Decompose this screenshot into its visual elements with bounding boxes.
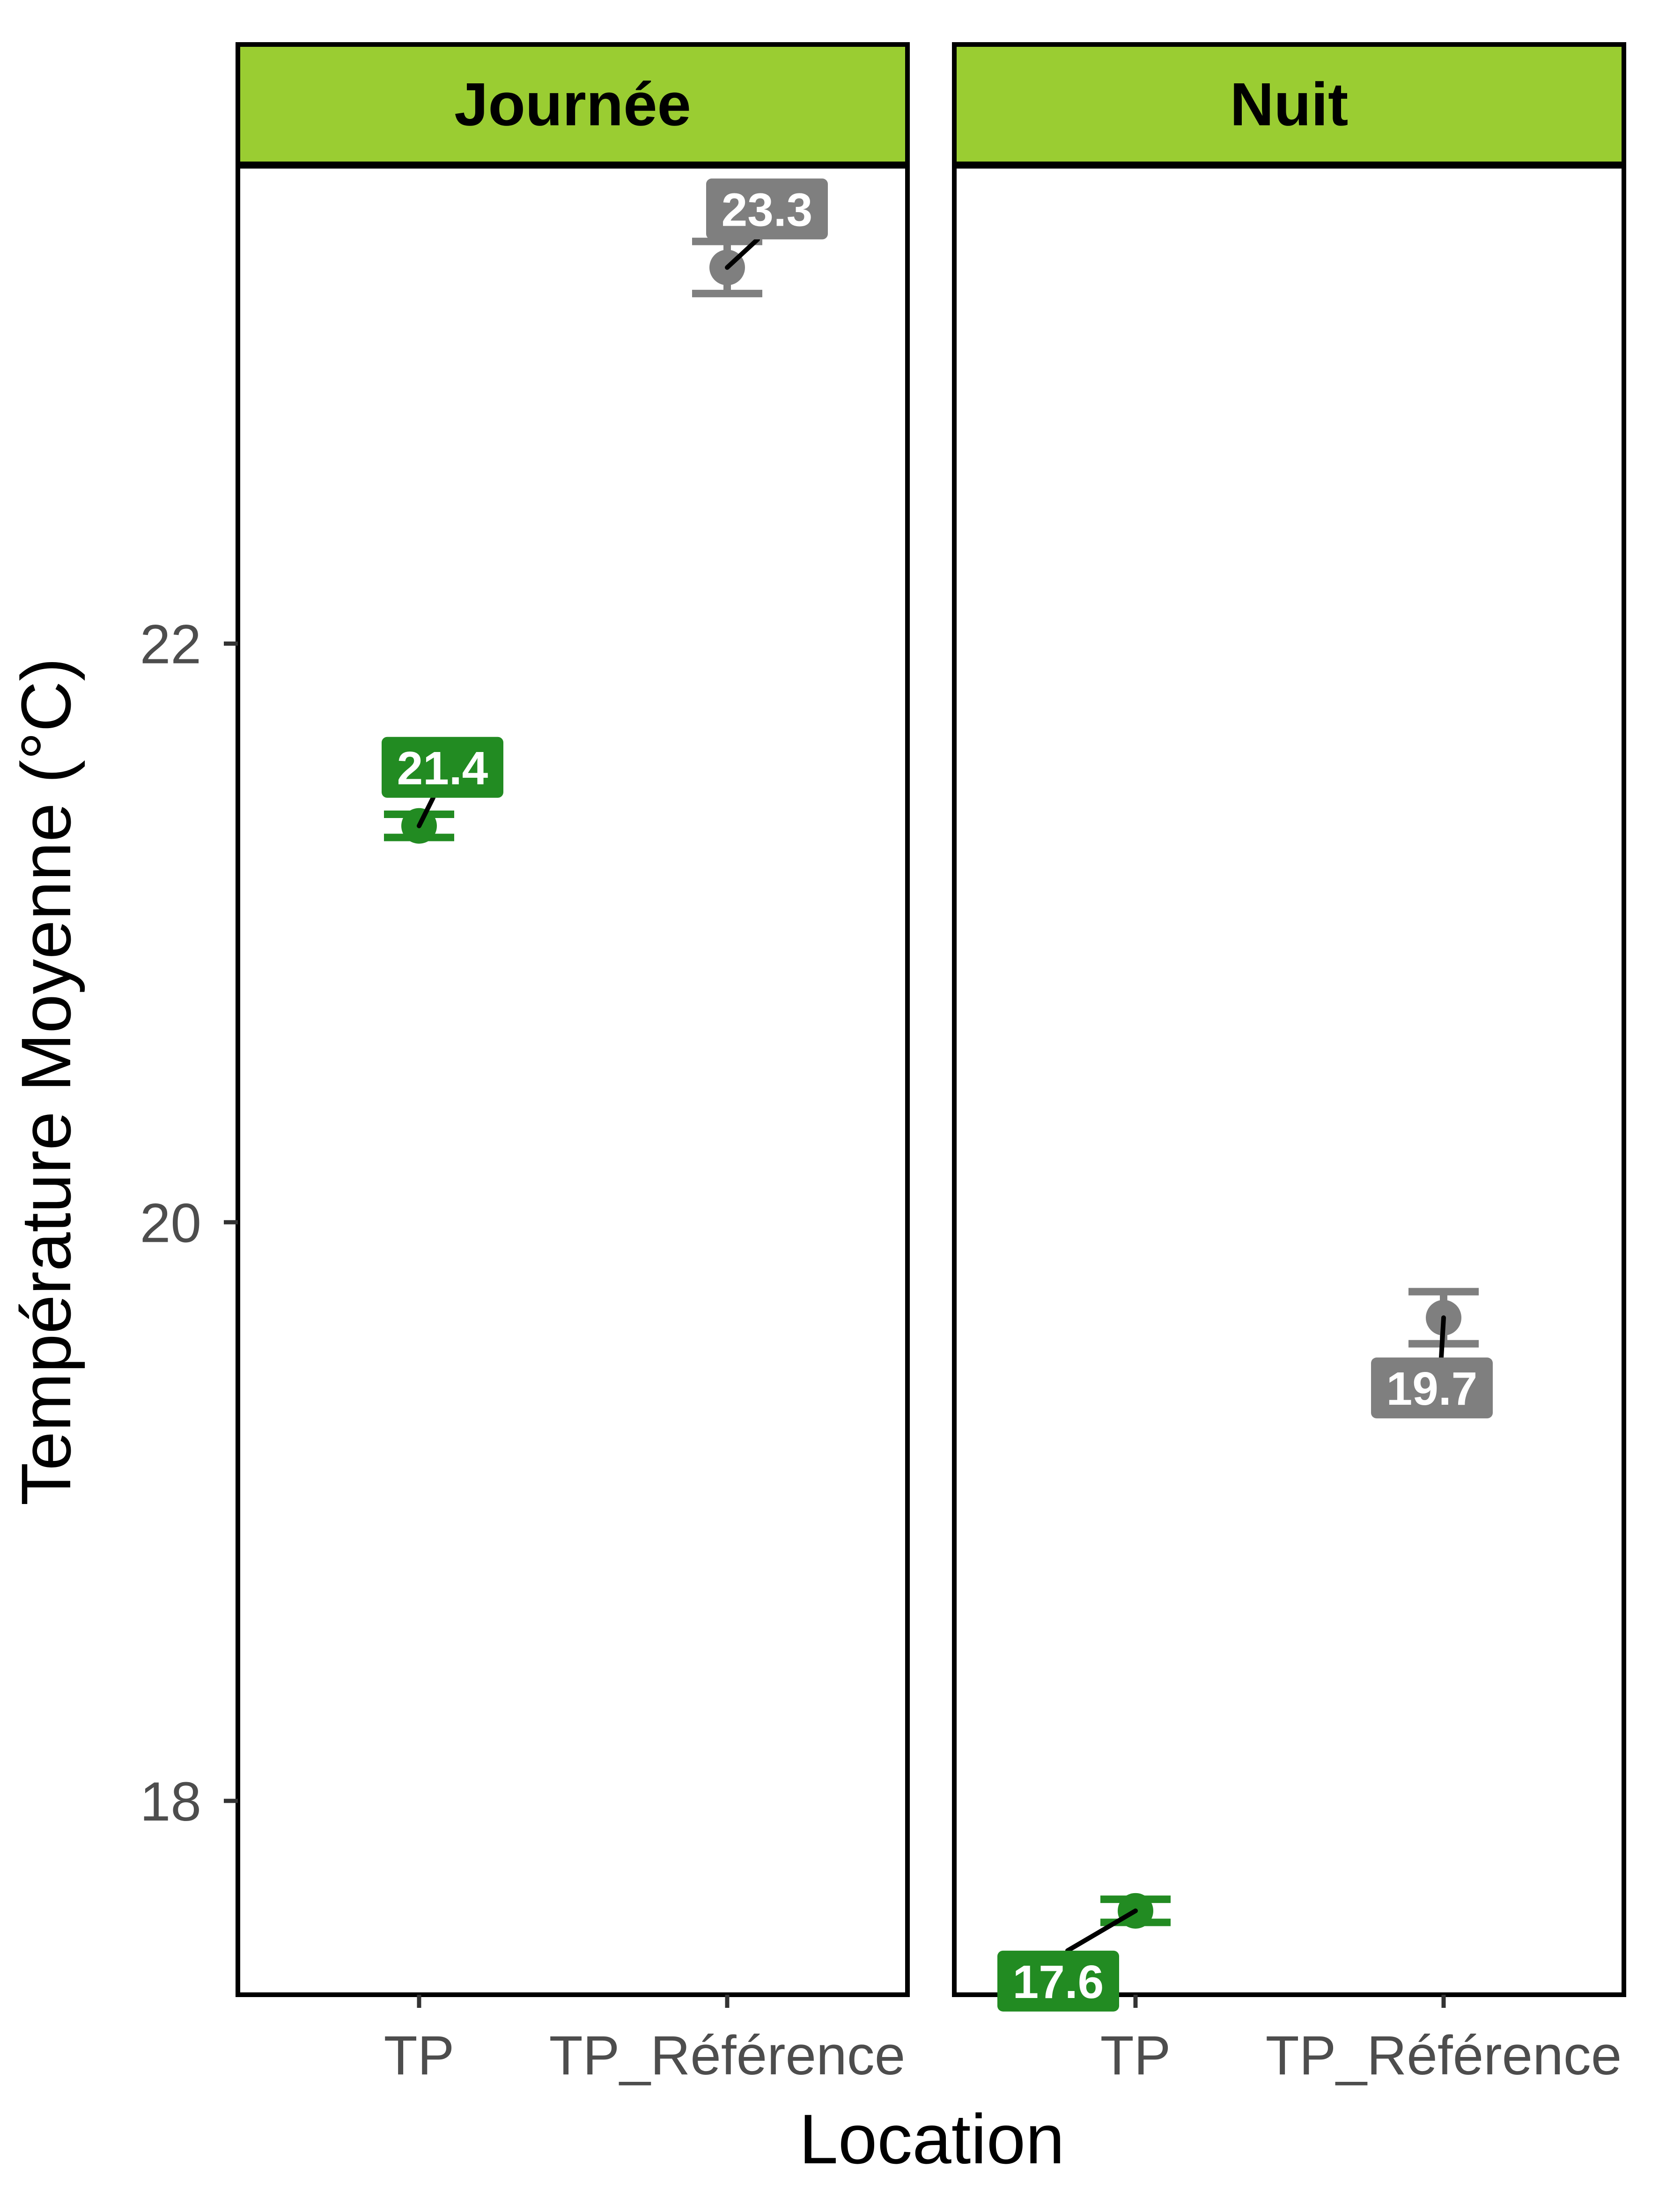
panel-border	[952, 164, 1626, 1997]
y-tick-label: 20	[140, 1192, 201, 1254]
y-tick-label: 22	[140, 614, 201, 676]
data-point-tp: 17.6	[997, 1893, 1171, 2012]
label-leader	[417, 795, 435, 828]
label-leader	[1439, 1315, 1446, 1360]
data-point-tp-r-f-rence: 19.7	[1371, 1288, 1493, 1419]
y-axis: 18 20 22	[140, 166, 240, 1995]
panels: Journée TP TP_Référence 21.4 23.3 Nuit TP TP_Ré…	[236, 42, 1626, 2087]
value-label: 19.7	[1386, 1363, 1478, 1415]
value-label: 21.4	[397, 742, 488, 795]
x-axis-title: Location	[799, 2100, 1064, 2178]
value-label: 23.3	[722, 184, 813, 236]
x-tick-label-tp-r-f-rence: TP_Référence	[1266, 2025, 1622, 2087]
value-label: 17.6	[1013, 1956, 1104, 2008]
y-axis-title: Température Moyenne (°C)	[7, 658, 85, 1506]
value-label-box	[997, 1950, 1119, 2012]
x-tick-label-tp-r-f-rence: TP_Référence	[549, 2025, 906, 2087]
facet-strip-label: Journée	[454, 70, 691, 139]
panel-nuit: Nuit TP TP_Référence 17.6 19.7	[952, 42, 1626, 2087]
data-point-tp: 21.4	[382, 737, 503, 844]
y-tick-label: 18	[140, 1771, 201, 1833]
panel-journ-e: Journée TP TP_Référence 21.4 23.3	[236, 42, 910, 2087]
label-leader	[725, 237, 760, 270]
value-label-box	[382, 737, 503, 798]
facet-strip-label: Nuit	[1230, 70, 1349, 139]
panel-border	[236, 164, 910, 1997]
value-label-box	[1371, 1357, 1493, 1419]
x-tick-label-tp: TP	[384, 2025, 455, 2087]
data-point-tp-r-f-rence: 23.3	[692, 178, 828, 297]
facet-strip	[952, 42, 1626, 166]
x-tick-label-tp: TP	[1100, 2025, 1171, 2087]
facet-strip	[236, 42, 910, 166]
value-label-box	[706, 178, 828, 240]
label-leader	[1065, 1908, 1138, 1953]
